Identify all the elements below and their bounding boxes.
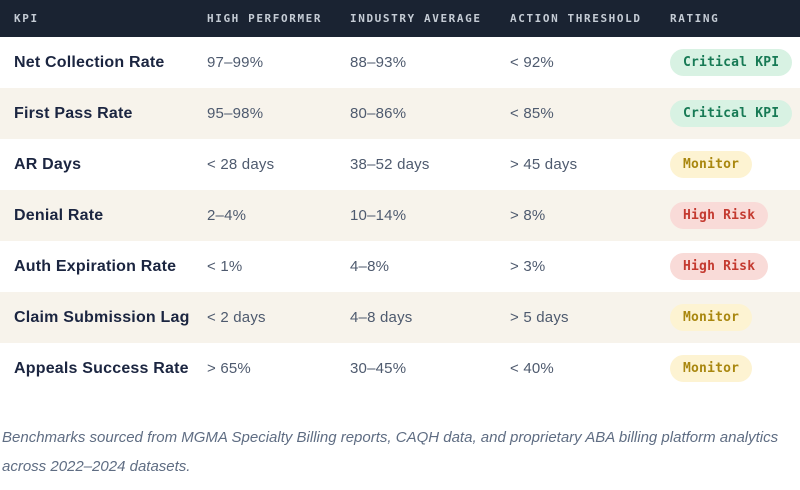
high-performer-value: < 28 days <box>207 156 275 173</box>
action-threshold-value: < 85% <box>510 105 554 122</box>
rating-cell: Monitor <box>670 151 800 178</box>
industry-average-value: 38–52 days <box>350 156 430 173</box>
table-row: Claim Submission Lag < 2 days 4–8 days > 5 … <box>0 292 800 343</box>
column-header-kpi: KPI <box>14 12 39 25</box>
rating-cell: High Risk <box>670 202 800 229</box>
table-row: Auth Expiration Rate < 1% 4–8% > 3% High Ris… <box>0 241 800 292</box>
rating-badge: Monitor <box>670 151 753 178</box>
industry-average-value: 4–8 days <box>350 309 413 326</box>
action-threshold-value: > 45 days <box>510 156 578 173</box>
high-performer-value: < 2 days <box>207 309 266 326</box>
column-header-industry-average: INDUSTRY AVERAGE <box>350 12 482 25</box>
kpi-name: Net Collection Rate <box>14 53 165 71</box>
kpi-name: Appeals Success Rate <box>14 359 189 377</box>
high-performer-value: > 65% <box>207 360 251 377</box>
column-header-high-performer: HIGH PERFORMER <box>207 12 323 25</box>
rating-cell: Monitor <box>670 355 800 382</box>
table-row: Appeals Success Rate > 65% 30–45% < 40% Moni… <box>0 343 800 394</box>
action-threshold-value: < 92% <box>510 54 554 71</box>
table-row: AR Days < 28 days 38–52 days > 45 days Monit… <box>0 139 800 190</box>
rating-badge: Monitor <box>670 304 753 331</box>
industry-average-value: 80–86% <box>350 105 407 122</box>
rating-cell: Critical KPI <box>670 100 800 127</box>
table-header: KPI HIGH PERFORMER INDUSTRY AVERAGE ACTI… <box>0 0 800 37</box>
rating-badge: High Risk <box>670 253 769 280</box>
column-header-action-threshold: ACTION THRESHOLD <box>510 12 642 25</box>
source-footnote: Benchmarks sourced from MGMA Specialty B… <box>2 429 779 475</box>
action-threshold-value: < 40% <box>510 360 554 377</box>
kpi-name: Auth Expiration Rate <box>14 257 177 275</box>
kpi-name: Denial Rate <box>14 206 104 224</box>
rating-cell: Critical KPI <box>670 49 800 76</box>
high-performer-value: < 1% <box>207 258 243 275</box>
rating-cell: High Risk <box>670 253 800 280</box>
rating-cell: Monitor <box>670 304 800 331</box>
column-header-rating: RATING <box>670 12 720 25</box>
table-row: First Pass Rate 95–98% 80–86% < 85% Critical… <box>0 88 800 139</box>
kpi-name: AR Days <box>14 155 82 173</box>
table-body: Net Collection Rate 97–99% 88–93% < 92% Crit… <box>0 37 800 394</box>
action-threshold-value: > 3% <box>510 258 546 275</box>
action-threshold-value: > 5 days <box>510 309 569 326</box>
rating-badge: High Risk <box>670 202 769 229</box>
action-threshold-value: > 8% <box>510 207 546 224</box>
kpi-name: First Pass Rate <box>14 104 133 122</box>
industry-average-value: 30–45% <box>350 360 407 377</box>
kpi-benchmark-table: KPI HIGH PERFORMER INDUSTRY AVERAGE ACTI… <box>0 0 800 394</box>
rating-badge: Critical KPI <box>670 49 793 76</box>
industry-average-value: 4–8% <box>350 258 390 275</box>
high-performer-value: 95–98% <box>207 105 264 122</box>
table-row: Net Collection Rate 97–99% 88–93% < 92% Crit… <box>0 37 800 88</box>
industry-average-value: 10–14% <box>350 207 407 224</box>
rating-badge: Critical KPI <box>670 100 793 127</box>
industry-average-value: 88–93% <box>350 54 407 71</box>
high-performer-value: 97–99% <box>207 54 264 71</box>
table-row: Denial Rate 2–4% 10–14% > 8% High Risk <box>0 190 800 241</box>
rating-badge: Monitor <box>670 355 753 382</box>
high-performer-value: 2–4% <box>207 207 247 224</box>
kpi-name: Claim Submission Lag <box>14 308 190 326</box>
